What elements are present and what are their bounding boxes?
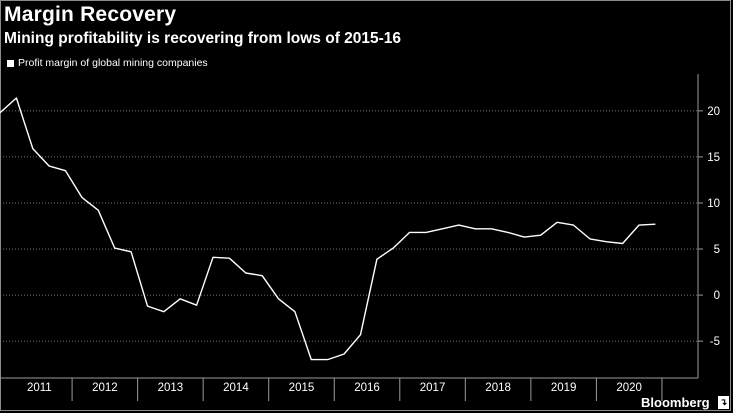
y-tick-label: 0 [714, 290, 720, 302]
x-tick-label: 2015 [289, 382, 315, 394]
x-tick-label: 2014 [223, 382, 249, 394]
x-tick-label: 2018 [485, 382, 511, 394]
bloomberg-logo: Bloomberg [641, 395, 710, 410]
x-tick-label: 2013 [158, 382, 184, 394]
legend: Profit margin of global mining companies [7, 57, 208, 69]
y-tick-label: 5 [714, 244, 720, 256]
y-tick-label: 15 [707, 152, 720, 164]
x-tick-label: 2019 [551, 382, 577, 394]
x-tick-label: 2011 [27, 382, 52, 394]
x-tick-label: 2016 [354, 382, 380, 394]
x-tick-label: 2020 [616, 382, 642, 394]
y-tick-label: 20 [707, 106, 720, 118]
x-tick-label: 2017 [420, 382, 446, 394]
x-tick-label: 2012 [92, 382, 118, 394]
y-tick-label: 10 [707, 198, 720, 210]
terminal-icon: ↴ [718, 396, 729, 409]
chart-subtitle: Mining profitability is recovering from … [4, 30, 402, 47]
series-line [0, 97, 656, 361]
chart-title: Margin Recovery [4, 3, 177, 26]
y-tick-label: -5 [710, 336, 720, 348]
legend-swatch [7, 59, 14, 67]
legend-label: Profit margin of global mining companies [18, 57, 208, 69]
